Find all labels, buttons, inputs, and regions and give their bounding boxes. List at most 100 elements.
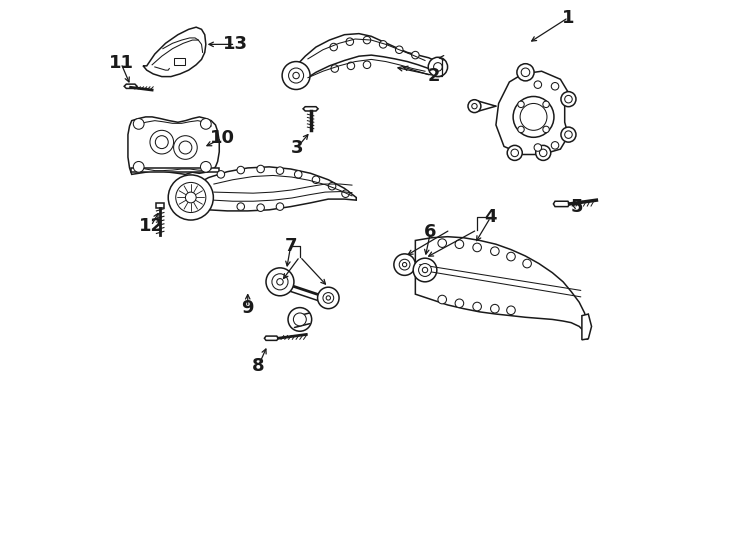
Circle shape xyxy=(237,203,244,211)
Circle shape xyxy=(413,258,437,282)
Circle shape xyxy=(422,267,428,273)
Circle shape xyxy=(346,38,354,45)
Polygon shape xyxy=(174,58,186,65)
Circle shape xyxy=(468,100,481,113)
Circle shape xyxy=(342,190,349,198)
Polygon shape xyxy=(264,336,278,340)
Circle shape xyxy=(288,68,304,83)
Circle shape xyxy=(523,259,531,268)
Polygon shape xyxy=(128,117,219,174)
Circle shape xyxy=(326,296,330,300)
Circle shape xyxy=(561,92,576,107)
Circle shape xyxy=(438,295,446,304)
Circle shape xyxy=(379,40,387,48)
Circle shape xyxy=(438,239,446,247)
Polygon shape xyxy=(143,27,206,77)
Polygon shape xyxy=(303,107,318,111)
Circle shape xyxy=(539,149,547,157)
Circle shape xyxy=(564,131,573,138)
Circle shape xyxy=(330,43,338,51)
Circle shape xyxy=(200,161,211,172)
Circle shape xyxy=(490,305,499,313)
Circle shape xyxy=(543,101,549,107)
Circle shape xyxy=(134,161,144,172)
Polygon shape xyxy=(156,204,164,208)
Circle shape xyxy=(175,183,206,213)
Circle shape xyxy=(551,83,559,90)
Text: 5: 5 xyxy=(570,198,583,215)
Circle shape xyxy=(434,63,442,71)
Circle shape xyxy=(534,144,542,151)
Circle shape xyxy=(473,243,482,252)
Polygon shape xyxy=(496,71,568,154)
Text: 1: 1 xyxy=(562,9,575,26)
Text: 13: 13 xyxy=(223,35,248,53)
Circle shape xyxy=(257,165,264,173)
Circle shape xyxy=(536,145,550,160)
Circle shape xyxy=(513,97,554,137)
Circle shape xyxy=(506,306,515,315)
Circle shape xyxy=(156,136,168,148)
Circle shape xyxy=(507,145,523,160)
Circle shape xyxy=(217,171,225,178)
Circle shape xyxy=(276,203,284,211)
Circle shape xyxy=(294,313,306,326)
Circle shape xyxy=(312,176,320,184)
Circle shape xyxy=(282,62,310,90)
Circle shape xyxy=(402,262,407,267)
Circle shape xyxy=(551,141,559,149)
Circle shape xyxy=(564,96,573,103)
Polygon shape xyxy=(131,168,219,172)
Circle shape xyxy=(179,141,192,154)
Text: 3: 3 xyxy=(291,139,303,157)
Circle shape xyxy=(520,104,547,130)
Circle shape xyxy=(331,65,338,72)
Circle shape xyxy=(399,259,410,270)
Circle shape xyxy=(511,149,518,157)
Circle shape xyxy=(186,192,196,203)
Text: 12: 12 xyxy=(139,217,164,235)
Circle shape xyxy=(294,171,302,178)
Polygon shape xyxy=(415,237,587,340)
Circle shape xyxy=(168,175,214,220)
Text: 11: 11 xyxy=(109,54,134,72)
Polygon shape xyxy=(553,201,570,207)
Circle shape xyxy=(394,254,415,275)
Text: 6: 6 xyxy=(424,224,437,241)
Circle shape xyxy=(288,308,312,331)
Circle shape xyxy=(490,247,499,255)
Circle shape xyxy=(412,51,419,59)
Circle shape xyxy=(473,302,482,311)
Text: 10: 10 xyxy=(209,130,234,147)
Circle shape xyxy=(293,72,299,79)
Circle shape xyxy=(534,81,542,89)
Circle shape xyxy=(363,61,371,69)
Text: 7: 7 xyxy=(285,237,297,255)
Circle shape xyxy=(455,240,464,248)
Circle shape xyxy=(517,64,534,81)
Circle shape xyxy=(472,104,477,109)
Circle shape xyxy=(396,46,403,53)
Circle shape xyxy=(272,274,288,290)
Circle shape xyxy=(328,183,336,190)
Circle shape xyxy=(200,118,211,129)
Circle shape xyxy=(150,130,174,154)
Circle shape xyxy=(517,101,524,107)
Circle shape xyxy=(506,252,515,261)
Circle shape xyxy=(276,167,284,174)
Circle shape xyxy=(257,204,264,212)
Polygon shape xyxy=(124,84,137,89)
Circle shape xyxy=(521,68,530,77)
Circle shape xyxy=(134,118,144,129)
Polygon shape xyxy=(582,314,592,340)
Circle shape xyxy=(237,166,244,174)
Circle shape xyxy=(347,62,355,70)
Circle shape xyxy=(543,126,549,133)
Circle shape xyxy=(174,136,197,159)
Text: 4: 4 xyxy=(484,208,497,226)
Circle shape xyxy=(277,279,283,285)
Circle shape xyxy=(418,264,432,276)
Circle shape xyxy=(455,299,464,308)
Circle shape xyxy=(517,126,524,133)
Polygon shape xyxy=(192,167,356,211)
